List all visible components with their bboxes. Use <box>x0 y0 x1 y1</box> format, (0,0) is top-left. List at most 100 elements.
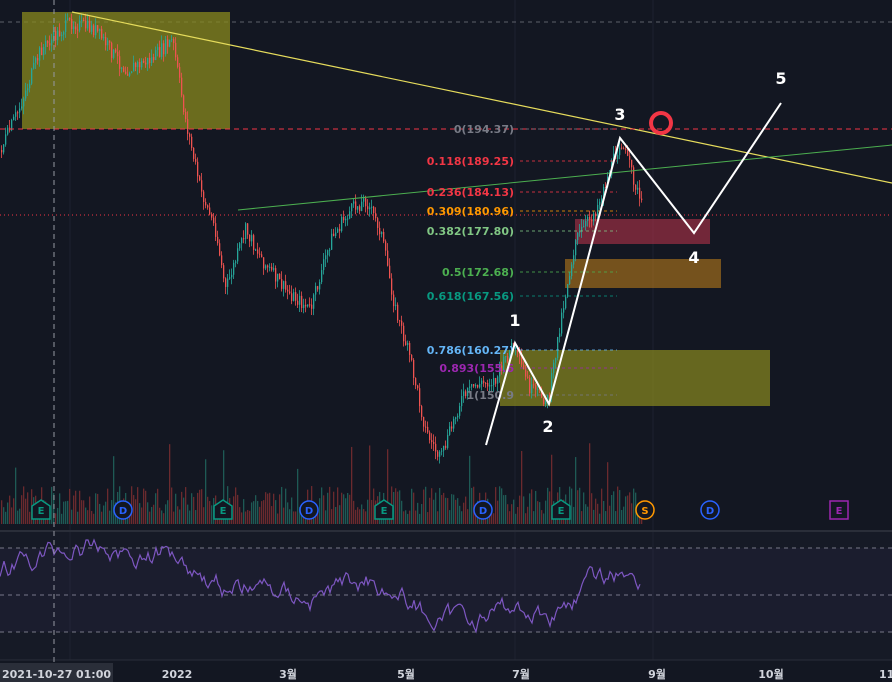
candle-body <box>157 47 159 51</box>
volume-bar <box>575 457 577 524</box>
volume-bar <box>247 509 249 524</box>
fib-level-label: 1(150.9 <box>467 389 514 402</box>
candle-body <box>559 333 561 338</box>
volume-bar <box>431 488 433 524</box>
volume-bar <box>155 493 157 524</box>
volume-bar <box>501 488 503 524</box>
candle-body <box>575 240 577 256</box>
resistance-trendline[interactable] <box>71 11 892 184</box>
earnings-marker[interactable] <box>551 499 571 520</box>
target-circle[interactable] <box>649 111 673 135</box>
candle-body <box>489 385 491 387</box>
candle-body <box>49 43 51 46</box>
candle-body <box>131 71 133 74</box>
elliott-wave-line[interactable] <box>485 102 782 446</box>
volume-bar <box>407 513 409 524</box>
candle-body <box>437 451 439 457</box>
event-marker-label: D <box>305 506 313 517</box>
trend-lines[interactable] <box>0 11 892 211</box>
candle-body <box>481 380 483 385</box>
candle-body <box>235 261 237 263</box>
volume-bar <box>81 500 83 524</box>
volume-bar <box>533 511 535 524</box>
volume-bar <box>161 510 163 524</box>
volume-bar <box>297 468 299 524</box>
earnings-marker[interactable] <box>213 499 233 520</box>
oscillator-line <box>0 538 641 634</box>
candle-body <box>37 58 39 61</box>
candle-body <box>305 304 307 307</box>
volume-bar <box>63 501 65 524</box>
volume-bar <box>369 445 371 524</box>
dividend-marker[interactable] <box>113 500 133 520</box>
volume-bar <box>615 511 617 524</box>
volume-bar <box>427 512 429 524</box>
candle-body <box>293 292 295 301</box>
earnings-marker[interactable] <box>374 499 394 520</box>
volume-bar <box>135 499 137 524</box>
fibonacci-retracement[interactable]: 0(194.37) 0.118(189.25) 0.236(184.13) 0.309… <box>427 123 617 402</box>
event-marker-label: D <box>119 506 127 517</box>
volume-bar <box>257 500 259 524</box>
elliott-wave-path[interactable]: 1 2 3 4 5 <box>485 69 787 446</box>
candle-body <box>17 112 19 114</box>
candle-body <box>95 25 97 36</box>
dividend-marker[interactable] <box>299 500 319 520</box>
dividend-marker[interactable] <box>700 500 720 520</box>
fib-level-label: 0.893(155.6 <box>439 362 514 375</box>
event-marker-label: E <box>836 506 843 517</box>
candle-body <box>81 20 83 22</box>
volume-bar <box>417 502 419 524</box>
volume-bar <box>11 507 13 524</box>
candle-body <box>523 364 525 370</box>
candle-body <box>465 391 467 397</box>
candle-body <box>449 426 451 435</box>
candle-body <box>185 111 187 120</box>
candle-body <box>635 184 637 190</box>
earnings-marker[interactable] <box>829 500 849 520</box>
support-trendline[interactable] <box>237 144 892 211</box>
candle-body <box>427 426 429 433</box>
volume-bar <box>65 501 67 524</box>
volume-bar <box>597 503 599 524</box>
candle-body <box>173 39 175 43</box>
candle-body <box>121 67 123 69</box>
dividend-marker[interactable] <box>473 500 493 520</box>
volume-bar <box>535 490 537 524</box>
candle-body <box>337 228 339 233</box>
candle-body <box>89 20 91 32</box>
volume-bar <box>581 511 583 524</box>
candle-body <box>505 356 507 358</box>
candle-body <box>51 39 53 46</box>
volume-bar <box>363 509 365 524</box>
earnings-marker[interactable] <box>31 499 51 520</box>
candle-body <box>629 155 631 160</box>
candle-body <box>625 148 627 150</box>
candle-body <box>79 20 81 31</box>
candle-body <box>13 116 15 121</box>
volume-bar <box>173 511 175 524</box>
volume-bar <box>497 500 499 524</box>
volume-bar <box>499 486 501 524</box>
candle-body <box>527 376 529 378</box>
volume-bar <box>401 500 403 524</box>
candle-body <box>221 255 223 266</box>
candle-body <box>93 25 95 36</box>
candle-body <box>429 432 431 441</box>
time-axis: 2021-10-27 01:00 2022 3월 5월 7월 9월 10월 11월 <box>0 661 892 682</box>
candle-body <box>33 62 35 69</box>
volume-bar <box>513 499 515 524</box>
volume-bar <box>467 509 469 524</box>
split-marker[interactable] <box>635 500 655 520</box>
volume-bar <box>537 501 539 524</box>
candle-body <box>617 155 619 160</box>
volume-bar <box>491 506 493 524</box>
volume-bar <box>51 486 53 524</box>
candle-body <box>561 312 563 334</box>
candle-body <box>227 278 229 287</box>
volume-bar <box>289 509 291 524</box>
candle-body <box>85 20 87 29</box>
volume-bar <box>69 488 71 524</box>
